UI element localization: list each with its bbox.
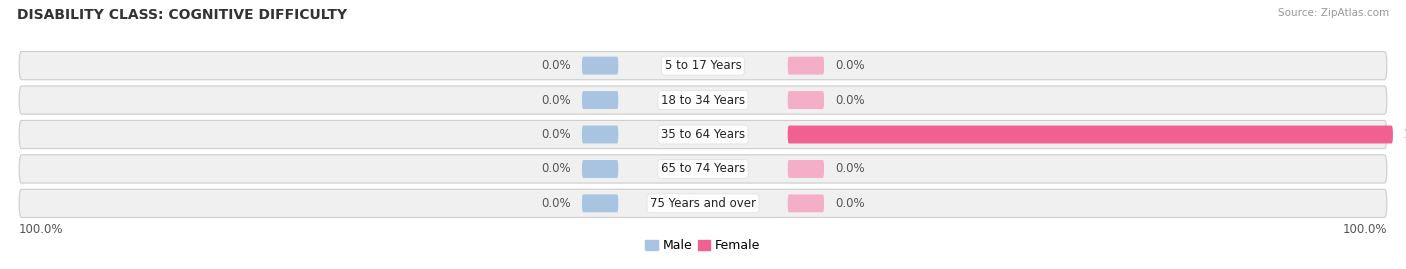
- Text: 5 to 17 Years: 5 to 17 Years: [665, 59, 741, 72]
- FancyBboxPatch shape: [787, 126, 1393, 143]
- Text: 0.0%: 0.0%: [835, 94, 865, 107]
- FancyBboxPatch shape: [582, 57, 619, 75]
- FancyBboxPatch shape: [20, 86, 1386, 114]
- FancyBboxPatch shape: [582, 91, 619, 109]
- FancyBboxPatch shape: [20, 189, 1386, 217]
- FancyBboxPatch shape: [582, 194, 619, 212]
- FancyBboxPatch shape: [20, 52, 1386, 80]
- FancyBboxPatch shape: [582, 126, 619, 143]
- Text: 75 Years and over: 75 Years and over: [650, 197, 756, 210]
- FancyBboxPatch shape: [20, 121, 1386, 148]
- Text: 0.0%: 0.0%: [541, 128, 571, 141]
- Text: 0.0%: 0.0%: [835, 162, 865, 175]
- Text: DISABILITY CLASS: COGNITIVE DIFFICULTY: DISABILITY CLASS: COGNITIVE DIFFICULTY: [17, 8, 347, 22]
- Text: 0.0%: 0.0%: [835, 59, 865, 72]
- Text: 0.0%: 0.0%: [835, 197, 865, 210]
- Text: 100.0%: 100.0%: [20, 223, 63, 236]
- Legend: Male, Female: Male, Female: [641, 234, 765, 257]
- Text: 0.0%: 0.0%: [541, 162, 571, 175]
- Text: 35 to 64 Years: 35 to 64 Years: [661, 128, 745, 141]
- Text: 18 to 34 Years: 18 to 34 Years: [661, 94, 745, 107]
- Text: 0.0%: 0.0%: [541, 59, 571, 72]
- FancyBboxPatch shape: [787, 91, 824, 109]
- Text: 0.0%: 0.0%: [541, 94, 571, 107]
- FancyBboxPatch shape: [787, 57, 824, 75]
- FancyBboxPatch shape: [787, 160, 824, 178]
- FancyBboxPatch shape: [20, 155, 1386, 183]
- Text: 100.0%: 100.0%: [1343, 223, 1386, 236]
- Text: 65 to 74 Years: 65 to 74 Years: [661, 162, 745, 175]
- FancyBboxPatch shape: [582, 160, 619, 178]
- FancyBboxPatch shape: [787, 194, 824, 212]
- Text: Source: ZipAtlas.com: Source: ZipAtlas.com: [1278, 8, 1389, 18]
- Text: 0.0%: 0.0%: [541, 197, 571, 210]
- Text: 100.0%: 100.0%: [1403, 128, 1406, 141]
